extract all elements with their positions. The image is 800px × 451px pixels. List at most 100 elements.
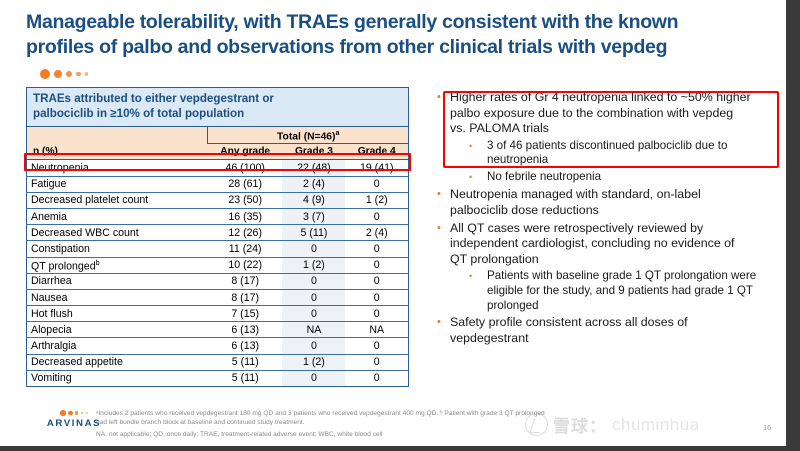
cell-grade-4: 0 bbox=[345, 354, 410, 371]
cell-any-grade: 5 (11) bbox=[207, 370, 283, 388]
sub-bullet-item: • No febrile neutropenia bbox=[469, 170, 782, 186]
cell-grade-3: 2 (4) bbox=[282, 176, 346, 193]
cell-event-name: Diarrhea bbox=[25, 273, 208, 290]
cell-footnote-marker: b bbox=[95, 257, 100, 267]
table-group-header-row: Total (N=46)a bbox=[25, 126, 409, 145]
page-title: Manageable tolerability, with TRAEs gene… bbox=[26, 10, 766, 60]
page-number: 16 bbox=[763, 425, 771, 432]
cell-grade-3: 0 bbox=[282, 289, 346, 307]
table-row: Decreased platelet count 23 (50) 4 (9) 1 (2… bbox=[25, 192, 410, 209]
bullet-item: • Higher rates of Gr 4 neutropenia linked… bbox=[437, 90, 782, 137]
bullet-text: Higher rates of Gr 4 neutropenia linked … bbox=[450, 90, 751, 136]
col-header-grade-4: Grade 4 bbox=[345, 143, 410, 161]
cell-any-grade: 12 (26) bbox=[207, 224, 283, 242]
bullet-dot-icon: • bbox=[437, 188, 441, 201]
cell-grade-4: NA bbox=[345, 321, 410, 339]
bullet-text: 3 of 46 patients discontinued palbocicli… bbox=[487, 138, 728, 167]
cell-event-name: Arthralgia bbox=[25, 337, 208, 355]
cell-event-name: Decreased platelet count bbox=[25, 192, 208, 209]
cell-grade-4: 1 (2) bbox=[345, 192, 410, 209]
footnote-a: ᵃIncludes 2 patients who received vepdeg… bbox=[96, 410, 545, 417]
table-row: Hot flush 7 (15) 0 0 bbox=[25, 305, 410, 323]
bullet-dot-icon: • bbox=[469, 171, 473, 182]
dot-1 bbox=[40, 69, 50, 79]
cell-event-name: Constipation bbox=[25, 240, 208, 258]
bullet-text: Safety profile consistent across all dos… bbox=[450, 315, 688, 345]
table-row: Anemia 16 (35) 3 (7) 0 bbox=[25, 208, 410, 226]
cell-grade-4: 0 bbox=[345, 289, 410, 307]
cell-grade-4: 2 (4) bbox=[345, 224, 410, 242]
table-row: Neutropenia 46 (100) 22 (48) 19 (41) bbox=[25, 159, 410, 177]
cell-grade-4: 0 bbox=[345, 337, 410, 355]
slide-canvas: Manageable tolerability, with TRAEs gene… bbox=[0, 0, 786, 446]
arvinas-logo: ARVINAS bbox=[36, 409, 112, 429]
cell-any-grade: 16 (35) bbox=[207, 208, 283, 226]
bullet-dot-icon: • bbox=[469, 271, 473, 282]
logo-dot-1 bbox=[60, 410, 66, 416]
table-row: Decreased WBC count 12 (26) 5 (11) 2 (4) bbox=[25, 224, 410, 242]
cell-any-grade: 6 (13) bbox=[207, 321, 283, 339]
cell-grade-3: 0 bbox=[282, 240, 346, 258]
footnotes: ᵃIncludes 2 patients who received vepdeg… bbox=[96, 409, 756, 440]
bullet-text: Neutropenia managed with standard, on-la… bbox=[450, 187, 701, 218]
dot-3 bbox=[66, 71, 72, 77]
table-row: QT prolongedb 10 (22) 1 (2) 0 bbox=[25, 257, 410, 274]
cell-grade-4: 0 bbox=[345, 305, 410, 323]
title-line-1: Manageable tolerability, with TRAEs gene… bbox=[26, 11, 679, 33]
cell-grade-4: 0 bbox=[345, 176, 410, 193]
cell-grade-3: 4 (9) bbox=[282, 192, 346, 209]
table-row: Diarrhea 8 (17) 0 0 bbox=[25, 273, 410, 290]
table-row: Fatigue 28 (61) 2 (4) 0 bbox=[25, 176, 410, 193]
group-header-footnote-marker: a bbox=[335, 128, 340, 137]
table-row: Arthralgia 6 (13) 0 0 bbox=[25, 337, 410, 355]
bullet-dot-icon: • bbox=[469, 140, 473, 151]
dot-2 bbox=[54, 70, 62, 78]
cell-grade-4: 0 bbox=[345, 240, 410, 258]
logo-dots bbox=[36, 409, 112, 417]
group-header-spacer bbox=[25, 126, 209, 144]
table-row: Constipation 11 (24) 0 0 bbox=[25, 240, 410, 258]
insights-bullet-list: • Higher rates of Gr 4 neutropenia linked… bbox=[437, 90, 782, 348]
cell-grade-3: 0 bbox=[282, 305, 346, 323]
cell-grade-4: 0 bbox=[345, 257, 410, 274]
cell-event-name: Decreased appetite bbox=[25, 354, 208, 371]
cell-any-grade: 10 (22) bbox=[207, 257, 283, 274]
cell-event-name: Vomiting bbox=[25, 370, 208, 388]
cell-grade-3: 22 (48) bbox=[282, 159, 346, 177]
sub-bullet-item: • 3 of 46 patients discontinued palbocicl… bbox=[469, 139, 782, 168]
bullet-text: All QT cases were retrospectively review… bbox=[450, 220, 735, 266]
decorative-dots bbox=[40, 69, 88, 79]
table-row: Alopecia 6 (13) NA NA bbox=[25, 321, 410, 339]
cell-grade-3: 3 (7) bbox=[282, 208, 346, 226]
cell-any-grade: 11 (24) bbox=[207, 240, 283, 258]
logo-dot-3 bbox=[74, 411, 79, 415]
bullet-dot-icon: • bbox=[437, 221, 441, 234]
sub-bullet-item: • Patients with baseline grade 1 QT prolo… bbox=[469, 269, 782, 313]
cell-grade-4: 0 bbox=[345, 273, 410, 290]
caption-line-1: TRAEs attributed to either vepdegestrant… bbox=[33, 92, 274, 105]
cell-event-name: Fatigue bbox=[25, 176, 208, 193]
table-row: Nausea 8 (17) 0 0 bbox=[25, 289, 410, 307]
cell-any-grade: 5 (11) bbox=[207, 354, 283, 371]
table-column-header-row: n (%) Any grade Grade 3 Grade 4 bbox=[25, 143, 410, 161]
cell-any-grade: 23 (50) bbox=[207, 192, 283, 209]
cell-event-name: Alopecia bbox=[25, 321, 208, 339]
cell-grade-3: 0 bbox=[282, 273, 346, 290]
col-header-event: n (%) bbox=[25, 143, 208, 161]
bullet-text: Patients with baseline grade 1 QT prolon… bbox=[487, 269, 757, 312]
cell-grade-4: 0 bbox=[345, 370, 410, 388]
cell-grade-3: NA bbox=[282, 321, 346, 339]
cell-any-grade: 8 (17) bbox=[207, 289, 283, 307]
table-row: Decreased appetite 5 (11) 1 (2) 0 bbox=[25, 354, 410, 371]
cell-any-grade: 46 (100) bbox=[207, 159, 283, 177]
traes-table: TRAEs attributed to either vepdegestrant… bbox=[25, 87, 410, 388]
group-header-label: Total (N=46) bbox=[277, 131, 336, 143]
bullet-item: • All QT cases were retrospectively revie… bbox=[437, 221, 782, 268]
cell-grade-4: 0 bbox=[345, 208, 410, 226]
logo-dot-4 bbox=[80, 411, 84, 415]
bullet-dot-icon: • bbox=[437, 316, 441, 329]
traes-table-container: TRAEs attributed to either vepdegestrant… bbox=[25, 87, 410, 388]
table-body: Neutropenia 46 (100) 22 (48) 19 (41) Fatigue… bbox=[25, 159, 410, 388]
table-row: Vomiting 5 (11) 0 0 bbox=[25, 370, 410, 388]
cell-event-name: Hot flush bbox=[25, 305, 208, 323]
